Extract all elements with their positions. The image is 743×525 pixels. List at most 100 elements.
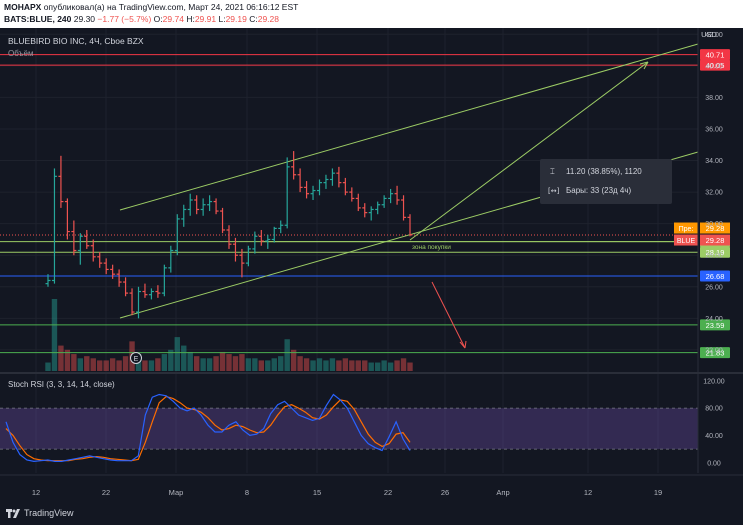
open-value: 29.74 (162, 14, 184, 24)
last-price: 29.30 (73, 14, 96, 24)
price-tag-prefix: Пре: (679, 226, 694, 233)
ohlc-bar (194, 195, 200, 215)
volume-bar (310, 360, 316, 371)
instrument-title: BLUEBIRD BIO INC, 4Ч, Cboe BZX (8, 36, 144, 46)
tradingview-logo-icon (6, 508, 20, 518)
ohlc-bar (97, 252, 103, 268)
volume-bar (329, 358, 336, 371)
y-tick-label: 32.00 (705, 190, 723, 197)
ohlc-bar (349, 187, 355, 202)
volume-bar (368, 362, 374, 371)
volume-bar (90, 358, 96, 371)
y-tick-label: 38.00 (705, 95, 723, 102)
price-tag-label: 29.28 (706, 236, 725, 245)
volume-legend: Объём (8, 49, 34, 58)
volume-bar (187, 351, 193, 371)
price-tag-prefix: BLUE (677, 238, 696, 245)
volume-bar (45, 362, 51, 371)
y-tick-label: 30.00 (705, 221, 723, 228)
volume-bar (239, 354, 245, 371)
ohlc-bars (45, 151, 413, 319)
volume-bar (362, 360, 368, 371)
target-arrow-head (639, 61, 649, 70)
volume-bars (45, 299, 413, 371)
volume-bar (323, 360, 329, 371)
rsi-d-line (5, 395, 411, 462)
down-arrow-line (431, 281, 466, 349)
earnings-marker (130, 352, 142, 364)
ohlc-bar (252, 231, 258, 254)
measure-tooltip: ⌶ 11.20 (38.85%), 1120 [↔] Бары: 33 (23д… (540, 159, 672, 204)
stoch-rsi-pane: 120.00 80.00 40.00 0.00 (0, 378, 725, 467)
price-chart[interactable]: 40.7140.0528.8628.1926.6823.5921.83Пре:2… (0, 28, 743, 503)
y-tick-label: 36.00 (705, 126, 723, 133)
volume-bar (168, 349, 174, 371)
ohlc-bar (136, 286, 141, 319)
ohlc-bar (317, 179, 322, 196)
volume-bar (71, 354, 77, 371)
volume-bar (394, 360, 400, 371)
level-tag (700, 49, 730, 61)
volume-bar (148, 360, 155, 371)
level-tag-label: 23.59 (706, 321, 725, 330)
x-tick-label: 26 (441, 488, 449, 497)
ohlc-bar (310, 185, 316, 200)
high-label: H: (186, 14, 195, 24)
close-value: 29.28 (257, 14, 279, 24)
ohlc-bar (271, 226, 277, 243)
ohlc-bar (168, 245, 174, 273)
volume-bar (400, 358, 407, 371)
down-arrow-head (459, 340, 467, 349)
y-tick-label: 34.00 (705, 158, 723, 165)
ohlc-bar (342, 177, 348, 196)
ohlc-bar (129, 288, 135, 316)
volume-bar (213, 356, 219, 371)
ohlc-bar (155, 285, 161, 298)
x-tick-label: 12 (584, 488, 592, 497)
volume-bar (303, 358, 310, 371)
symbol-line: BATS:BLUE, 240 29.30 −1.77 (−5.7%) O:29.… (4, 13, 279, 26)
volume-bar (278, 356, 284, 371)
ohlc-bar (148, 288, 154, 300)
y-tick-label: 26.00 (705, 284, 723, 291)
price-tag-prefix-box (674, 234, 698, 246)
volume-bar (200, 358, 206, 371)
bars-icon: [↔] (548, 187, 560, 195)
level-tag-label: 21.83 (706, 349, 725, 358)
volume-bar (258, 360, 265, 371)
rsi-tick-label: 0.00 (707, 460, 721, 467)
x-tick-label: Апр (496, 488, 509, 497)
author-name: MOHAPX (4, 2, 42, 12)
ohlc-bar (297, 168, 303, 193)
x-tick-label: 22 (384, 488, 392, 497)
trend-drawings: E (119, 43, 699, 364)
rsi-tick-label: 80.00 (705, 406, 723, 413)
ohlc-bar (58, 155, 64, 208)
volume-bar (290, 349, 297, 371)
ohlc-bar (323, 174, 329, 189)
rsi-band (0, 408, 698, 450)
volume-bar (316, 358, 323, 371)
footer-bar: TradingView (0, 503, 743, 525)
ohlc-bar (51, 168, 57, 284)
ohlc-bar (207, 195, 213, 212)
level-tag-label: 40.71 (706, 51, 725, 60)
y-tick-label: 28.00 (705, 253, 723, 260)
author-line: MOHAPX опубликовал(а) на TradingView.com… (4, 1, 298, 14)
ohlc-bar (265, 234, 271, 249)
open-label: O: (153, 14, 163, 24)
volume-bar (103, 360, 109, 371)
volume-bar (109, 358, 116, 371)
y-tick-label: 24.00 (705, 316, 723, 323)
volume-bar (387, 362, 394, 371)
volume-bar (336, 360, 342, 371)
ohlc-bar (336, 166, 342, 188)
ohlc-bar (401, 195, 407, 221)
measure-bars: Бары: 33 (23д 4ч) (566, 186, 632, 195)
ohlc-bar (375, 201, 381, 215)
x-tick-label: Мар (169, 488, 184, 497)
tradingview-logo[interactable]: TradingView (6, 508, 74, 518)
volume-bar (381, 360, 387, 371)
x-tick-label: 15 (313, 488, 321, 497)
ohlc-bar (71, 220, 77, 256)
